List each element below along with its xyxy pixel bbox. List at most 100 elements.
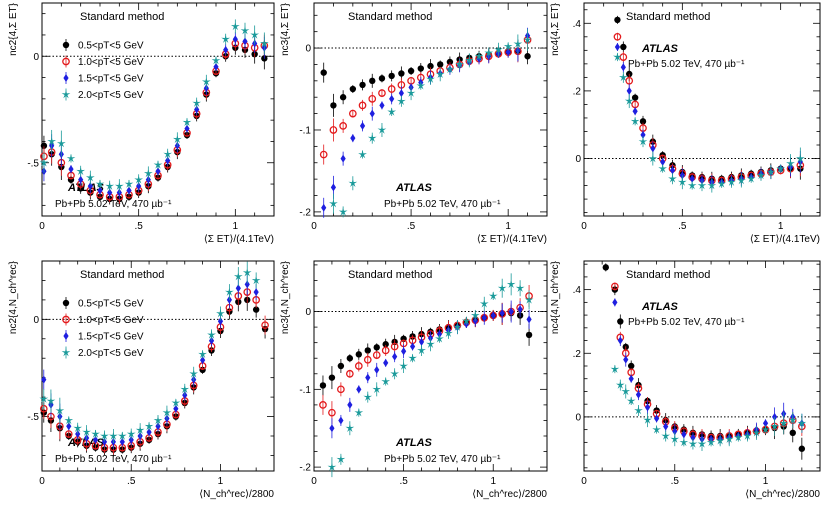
data-point — [632, 107, 638, 116]
data-point — [687, 180, 697, 190]
data-point — [126, 186, 132, 195]
data-point — [329, 424, 335, 433]
data-point — [39, 158, 49, 167]
data-point — [761, 425, 770, 434]
data-point — [508, 307, 514, 316]
data-point — [612, 298, 618, 307]
data-point — [153, 415, 163, 425]
data-point — [64, 415, 74, 425]
data-point — [397, 96, 406, 106]
data-point — [613, 52, 622, 61]
data-point — [733, 432, 743, 442]
data-point — [639, 118, 647, 125]
data-point — [330, 102, 337, 109]
dataset-label: Pb+Pb 5.02 TeV, 470 µb⁻¹ — [55, 199, 172, 210]
legend-label: 2.0<pT<5 GeV — [78, 90, 144, 101]
series-2 — [319, 285, 533, 425]
y-tick-label: -.2 — [299, 463, 311, 474]
data-point — [620, 63, 626, 72]
data-point — [643, 415, 652, 424]
x-tick-label: 1 — [490, 476, 496, 487]
data-point — [614, 42, 621, 51]
data-point — [242, 37, 248, 46]
chart-panel-6: 0 .5 1 0 .2 .4 ⟨N_ch^rec⟩/2800 nc4{4,N_ch^rec} S… — [550, 260, 821, 500]
data-point — [136, 182, 142, 191]
data-point — [628, 362, 635, 370]
data-point — [669, 166, 676, 175]
data-point — [444, 328, 453, 338]
x-tick-label: .5 — [671, 476, 680, 487]
y-tick-label: -.2 — [299, 207, 311, 218]
data-point — [192, 98, 202, 107]
data-point — [707, 180, 717, 190]
data-point — [235, 284, 241, 293]
data-point — [679, 437, 689, 447]
x-tick-label: 1 — [763, 476, 769, 487]
data-point — [644, 403, 651, 412]
data-point — [56, 138, 66, 148]
y-axis-title: nc4{4,Σ ET} — [550, 2, 561, 56]
data-point — [602, 264, 609, 271]
data-point — [418, 337, 425, 346]
method-label: Standard method — [348, 11, 432, 23]
data-point — [746, 174, 756, 183]
data-point — [354, 362, 363, 370]
data-point — [474, 51, 484, 60]
data-point — [715, 436, 725, 445]
data-point — [374, 365, 380, 374]
data-point — [610, 364, 620, 373]
data-point — [354, 408, 364, 417]
data-point — [189, 369, 199, 378]
data-point — [373, 344, 380, 351]
dataset-label: Pb+Pb 5.02 TeV, 470 µb⁻¹ — [384, 454, 501, 465]
data-point — [426, 74, 435, 83]
y-axis-title: nc2{4,Σ ET} — [8, 2, 19, 56]
data-point — [348, 178, 358, 187]
data-point — [658, 164, 668, 173]
data-point — [619, 53, 628, 61]
legend-label: 1.5<pT<5 GeV — [78, 74, 144, 85]
data-point — [124, 179, 134, 188]
data-point — [251, 275, 261, 285]
data-point — [172, 134, 182, 144]
data-point — [435, 69, 445, 78]
method-label: Standard method — [80, 11, 164, 23]
data-point — [499, 309, 505, 318]
data-point — [319, 382, 327, 389]
data-point — [100, 431, 109, 440]
data-point — [135, 425, 145, 434]
data-point — [233, 271, 243, 281]
data-point — [223, 45, 229, 54]
data-point — [87, 182, 93, 191]
x-tick-label: 0 — [311, 476, 317, 487]
data-point — [689, 174, 695, 183]
y-axis-title: nc3{4,N_ch^rec} — [280, 260, 291, 334]
data-point — [119, 437, 125, 446]
data-point — [338, 207, 348, 216]
data-point — [497, 283, 507, 292]
data-point — [690, 433, 696, 442]
data-point — [677, 177, 687, 186]
data-point — [617, 318, 624, 325]
data-point — [479, 299, 489, 308]
data-point — [770, 421, 779, 431]
chart-panel-1: 0 .5 1 -.5 0 ⟨Σ ET⟩/(4.1TeV) nc2{4,Σ ET} Standa… — [8, 2, 275, 245]
data-point — [377, 125, 387, 134]
y-tick-label: 0 — [305, 307, 311, 318]
data-point — [194, 105, 200, 114]
data-point — [78, 175, 84, 184]
y-tick-label: 0 — [33, 52, 39, 63]
data-point — [217, 317, 224, 326]
x-axis-title: ⟨Σ ET⟩/(4.1TeV) — [477, 234, 547, 245]
data-point — [372, 384, 382, 394]
data-point — [390, 342, 399, 351]
data-point — [378, 89, 386, 97]
data-point — [494, 45, 503, 54]
data-point — [253, 288, 259, 297]
data-point — [697, 439, 707, 448]
data-point — [650, 144, 656, 153]
data-point — [367, 133, 377, 142]
plot-frame — [313, 260, 548, 472]
x-tick-label: .5 — [678, 221, 687, 232]
